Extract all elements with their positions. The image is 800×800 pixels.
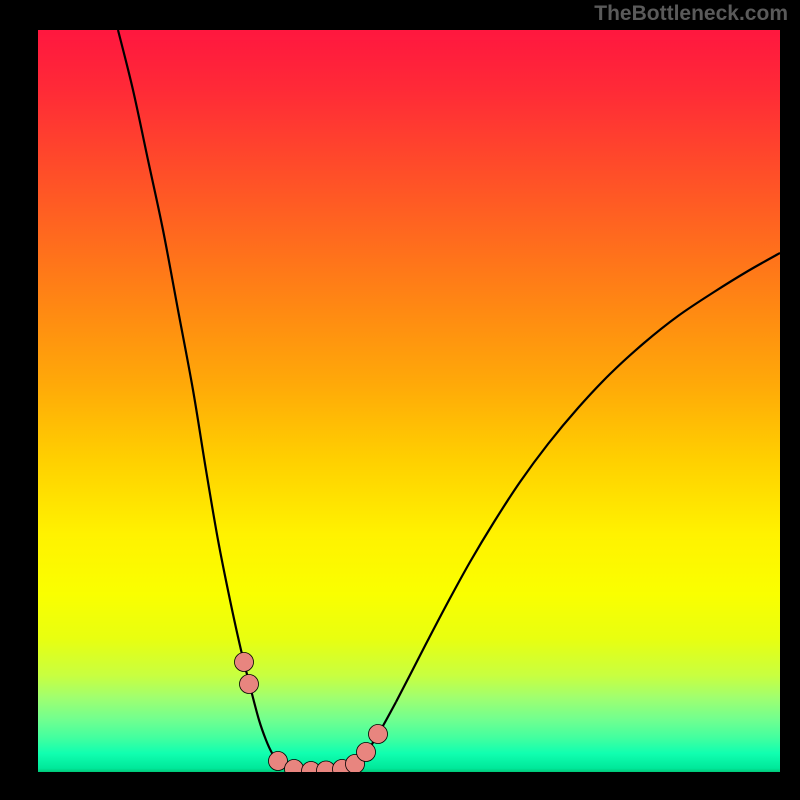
- curves-layer: [38, 30, 780, 772]
- data-marker: [235, 653, 254, 672]
- bottleneck-curve-left: [118, 30, 396, 771]
- watermark-text: TheBottleneck.com: [594, 2, 788, 26]
- data-marker: [240, 675, 259, 694]
- plot-area: [38, 30, 780, 772]
- data-marker: [357, 743, 376, 762]
- data-marker: [369, 725, 388, 744]
- bottleneck-curve-right: [396, 253, 780, 702]
